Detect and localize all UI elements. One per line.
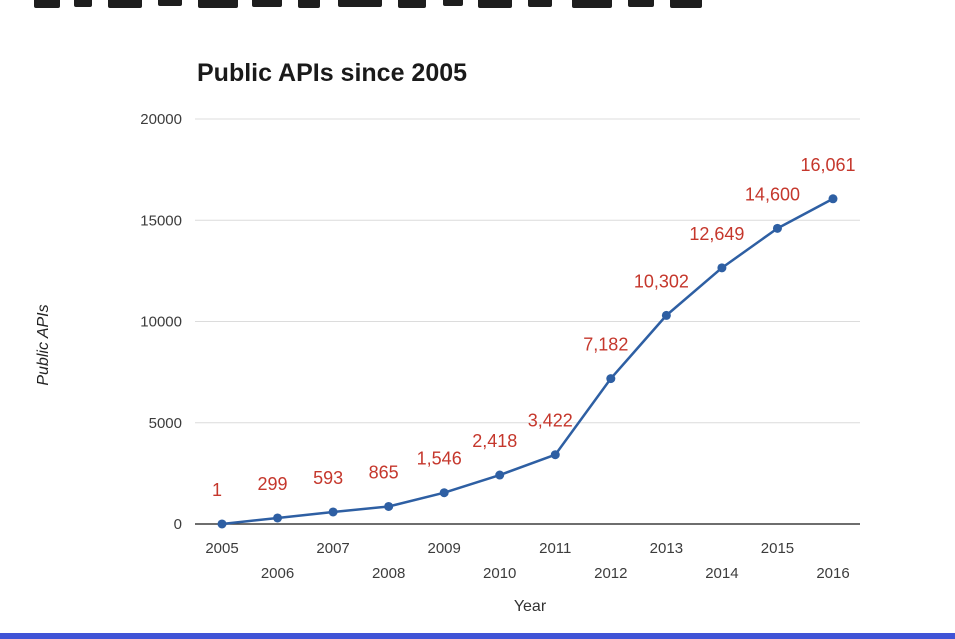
x-tick-label: 2009 <box>427 540 460 557</box>
data-point <box>717 263 727 273</box>
y-tick-label: 5000 <box>149 415 182 432</box>
data-label: 593 <box>313 468 343 488</box>
data-label: 14,600 <box>745 184 800 204</box>
cropped-text-fragment <box>298 0 320 8</box>
cropped-text-fragment <box>670 0 702 8</box>
data-point <box>550 450 560 460</box>
x-tick-label: 2013 <box>650 540 683 557</box>
data-point <box>661 310 671 320</box>
data-point <box>384 501 394 511</box>
cropped-text-fragment <box>443 0 463 6</box>
cropped-text-fragment <box>252 0 282 7</box>
cropped-text-fragment <box>478 0 512 8</box>
data-label: 2,418 <box>472 431 517 451</box>
axes-layer: 0 5000 10000 15000 20000 2005 2006 2007 2008 2009… <box>140 111 860 582</box>
data-point <box>495 470 505 480</box>
x-tick-label: 2016 <box>816 565 849 582</box>
y-tick-label: 15000 <box>140 212 182 229</box>
video-progress-bar[interactable] <box>0 633 955 639</box>
data-point <box>606 374 616 384</box>
data-label: 865 <box>369 462 399 482</box>
cropped-text-fragment <box>572 0 612 8</box>
cropped-text-fragment <box>628 0 654 7</box>
cropped-top-text-artifact <box>0 0 955 12</box>
y-tick-label: 0 <box>174 516 182 533</box>
x-tick-label: 2005 <box>205 540 238 557</box>
data-label: 3,422 <box>528 411 573 431</box>
y-axis-title: Public APIs <box>35 304 52 385</box>
data-point <box>273 513 283 523</box>
data-label: 12,649 <box>689 224 744 244</box>
cropped-text-fragment <box>74 0 92 7</box>
data-label: 10,302 <box>634 271 689 291</box>
cropped-text-fragment <box>108 0 142 8</box>
y-tick-label: 20000 <box>140 111 182 128</box>
x-tick-label: 2011 <box>539 540 571 557</box>
x-axis-title: Year <box>514 598 547 615</box>
cropped-text-fragment <box>528 0 552 7</box>
chart-title: Public APIs since 2005 <box>197 59 467 87</box>
data-point <box>439 488 449 498</box>
series-layer <box>217 194 838 529</box>
cropped-text-fragment <box>34 0 60 8</box>
cropped-text-fragment <box>198 0 238 8</box>
cropped-text-fragment <box>398 0 426 8</box>
data-label: 1,546 <box>417 449 462 469</box>
data-label: 1 <box>212 480 222 500</box>
gridlines-layer <box>195 118 860 424</box>
data-label: 299 <box>258 474 288 494</box>
x-tick-label: 2015 <box>761 540 794 557</box>
x-tick-label: 2008 <box>372 565 405 582</box>
data-point <box>828 194 838 204</box>
data-labels-layer: 1 299 593 865 1,546 2,418 3,422 7,182 10,302 12,6… <box>212 155 856 500</box>
data-point <box>772 223 782 233</box>
x-tick-label: 2010 <box>483 565 516 582</box>
cropped-text-fragment <box>158 0 182 6</box>
data-point <box>328 507 338 517</box>
data-label: 7,182 <box>583 335 628 355</box>
x-tick-label: 2012 <box>594 565 627 582</box>
series-line <box>220 197 835 526</box>
y-tick-label: 10000 <box>140 314 182 331</box>
data-label: 16,061 <box>800 155 855 175</box>
x-tick-label: 2014 <box>705 565 738 582</box>
x-tick-label: 2006 <box>261 565 294 582</box>
x-tick-label: 2007 <box>316 540 349 557</box>
cropped-text-fragment <box>338 0 382 7</box>
data-point <box>217 519 227 529</box>
